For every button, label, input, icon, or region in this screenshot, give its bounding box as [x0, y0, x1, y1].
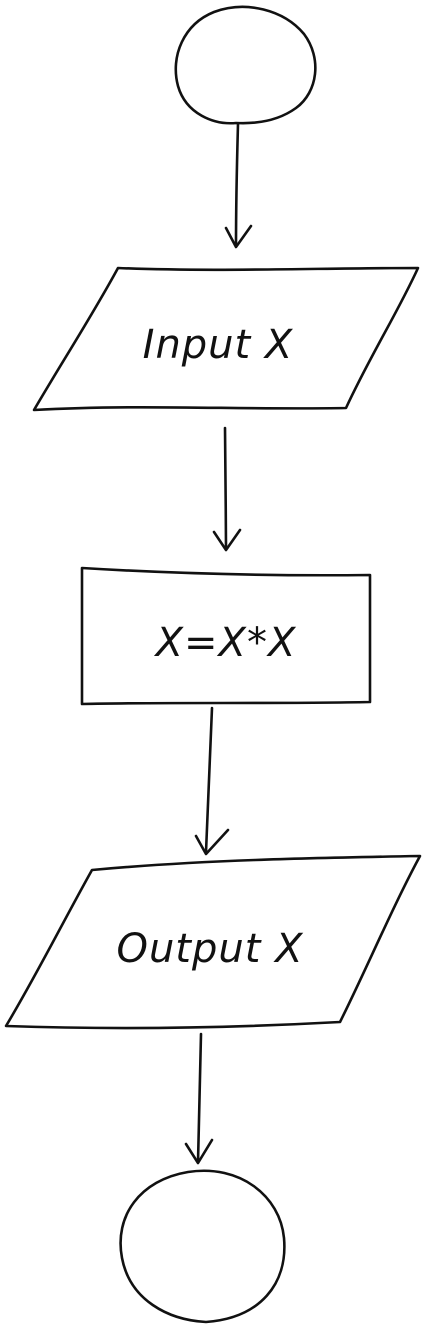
arrow-input-to-process — [212, 426, 242, 552]
start-terminal — [174, 5, 317, 125]
output-io-shape — [4, 854, 422, 1030]
arrow-output-to-end — [184, 1032, 214, 1165]
input-io-shape — [32, 266, 420, 412]
output-label: Output X — [116, 926, 304, 972]
end-terminal — [119, 1169, 286, 1324]
process-box — [80, 566, 372, 706]
process-label: X=X*X — [154, 620, 297, 666]
arrow-start-to-input — [224, 122, 253, 249]
arrow-process-to-output — [194, 706, 230, 856]
input-label: Input X — [143, 322, 294, 368]
